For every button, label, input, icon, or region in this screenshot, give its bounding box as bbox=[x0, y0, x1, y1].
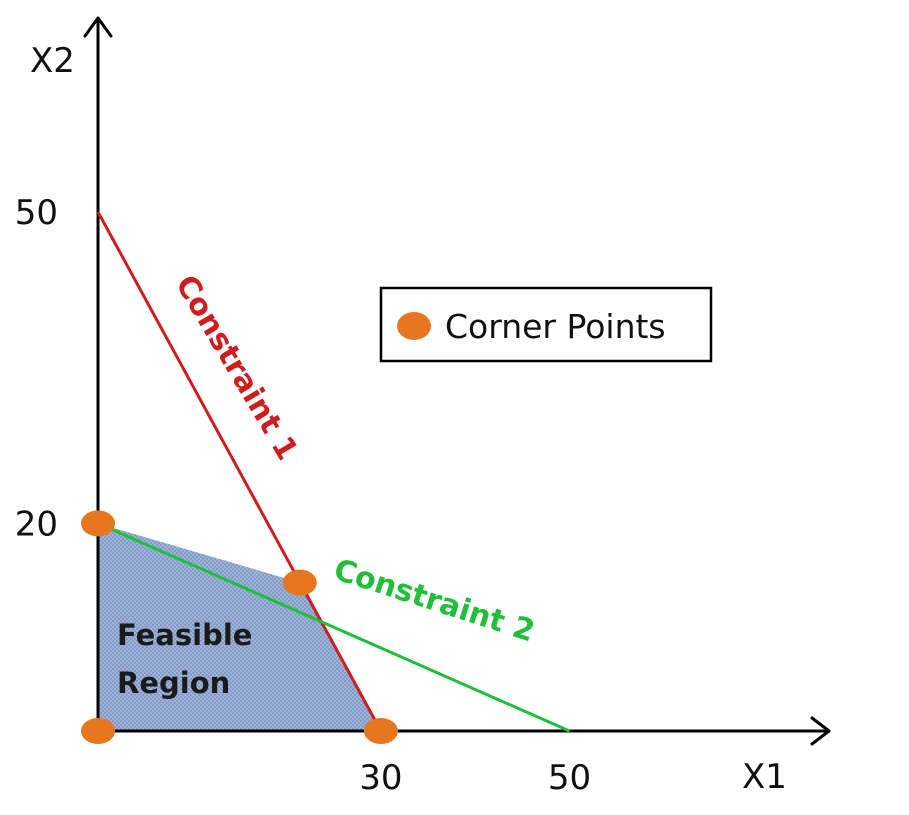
feasible-region-label-line-2: Region bbox=[117, 666, 230, 700]
y-tick-label-20: 20 bbox=[15, 504, 58, 544]
x-tick-label-30: 30 bbox=[359, 758, 402, 798]
axes bbox=[83, 16, 831, 746]
corner-point-2 bbox=[81, 510, 115, 537]
feasible-region-label-line-1: Feasible bbox=[117, 618, 252, 652]
y-axis-title: X2 bbox=[30, 41, 75, 81]
x-axis-title: X1 bbox=[742, 757, 787, 797]
corner-point-1 bbox=[81, 718, 115, 744]
x-axis-arrow-icon bbox=[810, 716, 831, 746]
legend-label: Corner Points bbox=[445, 307, 666, 346]
corner-point-4 bbox=[363, 718, 398, 744]
legend: Corner Points bbox=[379, 286, 713, 363]
chart-labels: X1 X2 Constraint 1 Constraint 2 Feasible… bbox=[30, 41, 787, 797]
constraint-2-label: Constraint 2 bbox=[330, 552, 539, 649]
legend-box bbox=[379, 286, 713, 363]
constraint-2-line bbox=[97, 522, 571, 733]
legend-marker-icon bbox=[397, 312, 431, 340]
corner-points bbox=[81, 510, 398, 744]
y-axis-arrow-icon bbox=[83, 16, 113, 38]
x-tick-label-50: 50 bbox=[548, 758, 591, 798]
feasible-region bbox=[98, 523, 381, 731]
tick-labels: 30 50 20 50 bbox=[15, 193, 591, 798]
constraint-lines bbox=[96, 211, 571, 733]
constraint-1-label: Constraint 1 bbox=[168, 269, 305, 466]
feasible-region-layer bbox=[98, 523, 381, 731]
constraint-1-line bbox=[96, 211, 383, 732]
corner-point-3 bbox=[282, 569, 317, 596]
y-tick-label-50: 50 bbox=[15, 193, 58, 233]
